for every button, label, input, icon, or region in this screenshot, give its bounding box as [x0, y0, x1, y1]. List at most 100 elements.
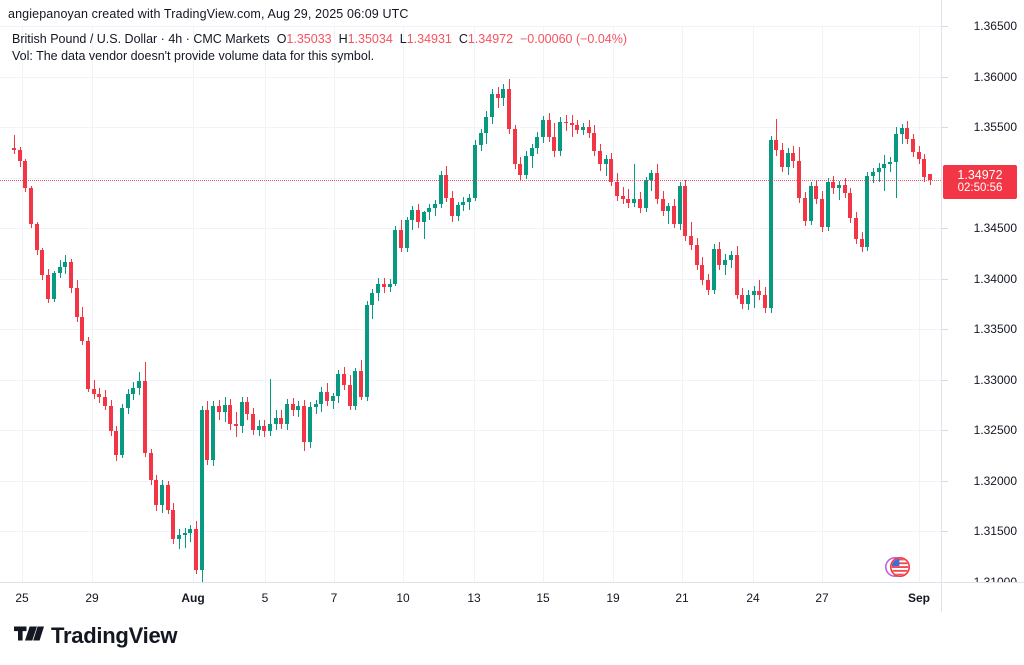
gridline-vertical	[474, 26, 475, 582]
time-axis[interactable]: 25 29 Aug 5 7 10 13 15 19 21 24 27 Sep	[0, 582, 941, 613]
candlestick	[894, 26, 898, 582]
current-price-badge[interactable]: 1.34972 02:50:56	[943, 165, 1017, 200]
candlestick	[359, 26, 363, 582]
candlestick	[331, 26, 335, 582]
candlestick	[826, 26, 830, 582]
candle-body	[35, 224, 39, 251]
candlestick	[843, 26, 847, 582]
candlestick	[171, 26, 175, 582]
gridline-vertical	[265, 26, 266, 582]
legend-high-value: 1.35034	[347, 32, 393, 46]
legend-low-label: L	[399, 32, 407, 46]
candle-body	[757, 290, 761, 295]
price-axis-tick-dash	[942, 430, 948, 431]
price-axis-tick-dash	[942, 77, 948, 78]
candle-body	[223, 405, 227, 413]
candle-body	[342, 373, 346, 385]
price-axis[interactable]: 1.36500 1.36000 1.35500 1.34500 1.34000 1.335…	[941, 0, 1024, 588]
legend-sep-1: ·	[157, 32, 169, 46]
candlestick	[632, 26, 636, 582]
candle-body	[314, 404, 318, 408]
legend-low-value: 1.34931	[406, 32, 452, 46]
candle-body	[194, 529, 198, 570]
candle-body	[103, 397, 107, 407]
gridline-vertical	[613, 26, 614, 582]
chart-pane[interactable]	[0, 26, 941, 582]
candlestick	[791, 26, 795, 582]
candlestick	[439, 26, 443, 582]
candle-body	[621, 195, 625, 199]
candle-body	[370, 292, 374, 305]
candle-body	[46, 274, 50, 299]
candle-body	[587, 127, 591, 134]
candle-body	[763, 294, 767, 309]
candle-wick	[896, 127, 897, 198]
legend-open-value: 1.35033	[286, 32, 332, 46]
candle-body	[581, 127, 585, 131]
candle-body	[80, 317, 84, 342]
candlestick	[410, 26, 414, 582]
legend-symbol-description: British Pound / U.S. Dollar	[12, 32, 158, 46]
candle-body	[928, 174, 932, 181]
candlestick	[809, 26, 813, 582]
candle-body	[410, 209, 414, 221]
price-axis-tick-dash	[942, 329, 948, 330]
candle-body	[262, 426, 266, 432]
candle-body	[473, 145, 477, 198]
candle-body	[592, 133, 596, 152]
candlestick	[888, 26, 892, 582]
candlestick	[291, 26, 295, 582]
candle-body	[626, 198, 630, 203]
candle-body	[837, 184, 841, 188]
candle-body	[171, 510, 175, 539]
candlestick	[69, 26, 73, 582]
candle-wick	[623, 186, 624, 204]
gridline-vertical	[193, 26, 194, 582]
candle-body	[217, 406, 221, 413]
candle-body	[905, 128, 909, 140]
candlestick	[154, 26, 158, 582]
candle-body	[319, 391, 323, 405]
candlestick	[604, 26, 608, 582]
candle-body	[166, 484, 170, 511]
candle-body	[200, 410, 204, 570]
candlestick	[302, 26, 306, 582]
candle-body	[336, 373, 340, 396]
candlestick	[922, 26, 926, 582]
candle-body	[308, 407, 312, 443]
candle-body	[97, 393, 101, 397]
candlestick	[524, 26, 528, 582]
candle-body	[689, 236, 693, 246]
price-axis-tick: 1.34500	[973, 221, 1017, 235]
candlestick	[712, 26, 716, 582]
candle-body	[860, 239, 864, 248]
candlestick	[319, 26, 323, 582]
candlestick	[444, 26, 448, 582]
candle-body	[18, 150, 22, 162]
gridline-horizontal	[0, 329, 941, 330]
candlestick	[370, 26, 374, 582]
price-axis-tick-dash	[942, 279, 948, 280]
candlestick	[678, 26, 682, 582]
candle-body	[274, 418, 278, 425]
candlestick	[769, 26, 773, 582]
candlestick	[564, 26, 568, 582]
candle-body	[143, 380, 147, 453]
candlestick	[92, 26, 96, 582]
time-axis-tick: 27	[815, 591, 829, 605]
gridline-vertical	[92, 26, 93, 582]
gridline-vertical	[403, 26, 404, 582]
candle-wick	[884, 155, 885, 191]
price-axis-tick: 1.33000	[973, 373, 1017, 387]
candlestick	[336, 26, 340, 582]
time-axis-tick: 15	[536, 591, 550, 605]
candlestick	[40, 26, 44, 582]
candle-body	[740, 294, 744, 304]
price-axis-tick: 1.33500	[973, 322, 1017, 336]
candlestick	[12, 26, 16, 582]
candle-body	[797, 161, 801, 198]
candlestick	[160, 26, 164, 582]
tradingview-wordmark: TradingView	[51, 623, 178, 648]
candle-body	[752, 290, 756, 295]
candle-body	[58, 266, 62, 273]
